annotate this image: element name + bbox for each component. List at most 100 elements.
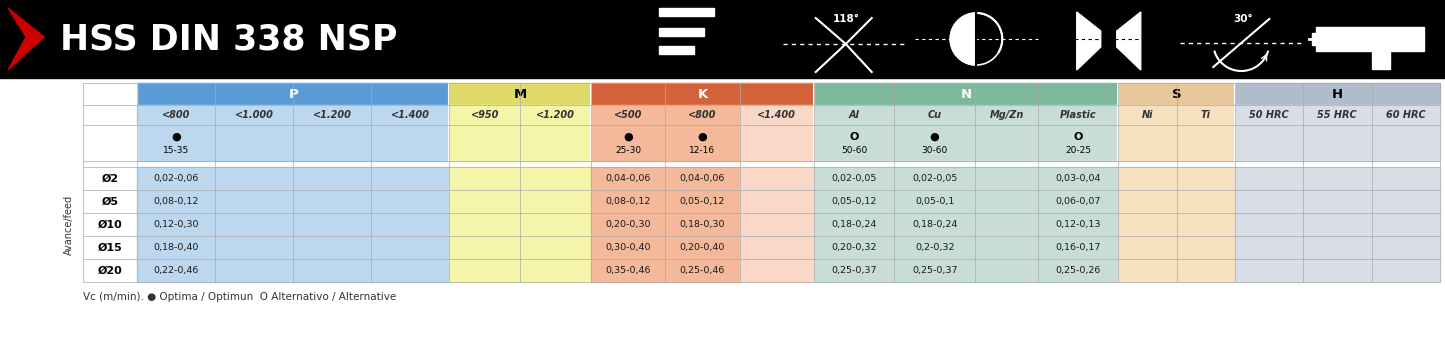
Text: 0,16-0,17: 0,16-0,17 [1056, 243, 1101, 252]
Polygon shape [9, 37, 43, 70]
Bar [371, 259, 449, 282]
Bar [665, 259, 740, 282]
Text: Ø5: Ø5 [101, 196, 118, 206]
Bar [814, 259, 894, 282]
Text: 0,03-0,04: 0,03-0,04 [1055, 174, 1101, 183]
Text: 0,25-0,37: 0,25-0,37 [831, 266, 877, 275]
Text: Ø10: Ø10 [98, 219, 123, 230]
Bar [591, 213, 665, 236]
Bar [1234, 213, 1303, 236]
Bar [1176, 259, 1234, 282]
Text: 0,08-0,12: 0,08-0,12 [605, 197, 650, 206]
Text: 0,12-0,13: 0,12-0,13 [1055, 220, 1101, 229]
Bar [1118, 167, 1176, 190]
Text: Ni: Ni [1142, 110, 1153, 120]
Text: 15-35: 15-35 [163, 147, 189, 156]
Bar [740, 167, 814, 190]
Bar [740, 190, 814, 213]
Bar [293, 259, 371, 282]
Text: Al: Al [848, 110, 860, 120]
Text: 55 HRC: 55 HRC [1318, 110, 1357, 120]
Text: Plastic: Plastic [1061, 110, 1097, 120]
Bar [1038, 213, 1118, 236]
Bar [371, 213, 449, 236]
Bar [215, 236, 293, 259]
Bar [1038, 236, 1118, 259]
Bar [137, 83, 449, 105]
Bar [520, 167, 591, 190]
Text: 0,25-0,37: 0,25-0,37 [912, 266, 958, 275]
Text: 0,04-0,06: 0,04-0,06 [679, 174, 725, 183]
Bar [1312, 33, 1319, 45]
Bar [814, 105, 894, 125]
Text: 0,18-0,24: 0,18-0,24 [912, 220, 958, 229]
Text: <1.400: <1.400 [757, 110, 796, 120]
Bar [137, 259, 215, 282]
Bar [814, 236, 894, 259]
Bar [137, 167, 215, 190]
Bar [894, 125, 975, 161]
Bar [84, 83, 137, 125]
Bar [740, 259, 814, 282]
Text: 0,25-0,46: 0,25-0,46 [679, 266, 725, 275]
Bar [1303, 259, 1371, 282]
Text: 0,12-0,30: 0,12-0,30 [153, 220, 198, 229]
Bar [293, 125, 371, 161]
Bar [1176, 190, 1234, 213]
Text: 30-60: 30-60 [922, 147, 948, 156]
Bar [665, 236, 740, 259]
Text: <800: <800 [688, 110, 717, 120]
Bar [84, 125, 137, 161]
Bar [215, 213, 293, 236]
Text: <950: <950 [471, 110, 499, 120]
Bar [814, 213, 894, 236]
Bar [1303, 213, 1371, 236]
Bar [1118, 190, 1176, 213]
Polygon shape [9, 8, 43, 37]
Bar [449, 83, 591, 105]
Bar [1303, 125, 1371, 161]
Text: 50-60: 50-60 [841, 147, 867, 156]
Bar [1311, 4, 1436, 74]
Bar [894, 190, 975, 213]
Bar [894, 167, 975, 190]
Text: <800: <800 [162, 110, 191, 120]
Text: 0,02-0,05: 0,02-0,05 [912, 174, 958, 183]
Text: 0,20-0,32: 0,20-0,32 [831, 243, 877, 252]
Text: <1.000: <1.000 [234, 110, 273, 120]
Text: 30°: 30° [1234, 14, 1253, 24]
Bar [449, 125, 520, 161]
Bar [137, 125, 215, 161]
Bar [1371, 125, 1441, 161]
Bar [449, 190, 520, 213]
Bar [1371, 105, 1441, 125]
Bar [215, 190, 293, 213]
Bar [665, 213, 740, 236]
Bar [1234, 236, 1303, 259]
Bar [1176, 105, 1234, 125]
Text: 118°: 118° [832, 14, 860, 24]
Text: H: H [1332, 87, 1342, 100]
Text: 0,35-0,46: 0,35-0,46 [605, 266, 650, 275]
Text: S: S [1172, 87, 1182, 100]
Bar [975, 125, 1038, 161]
Text: ●: ● [698, 131, 708, 142]
Text: ●: ● [171, 131, 181, 142]
Bar [894, 105, 975, 125]
Bar [1046, 4, 1172, 74]
Bar [665, 167, 740, 190]
Bar [665, 190, 740, 213]
Text: O: O [1074, 131, 1082, 142]
Bar [137, 213, 215, 236]
Bar [371, 236, 449, 259]
Text: <1.200: <1.200 [536, 110, 575, 120]
Text: 0,20-0,40: 0,20-0,40 [679, 243, 725, 252]
Bar [975, 213, 1038, 236]
Bar [371, 190, 449, 213]
Text: ●: ● [623, 131, 633, 142]
Bar [665, 125, 740, 161]
Text: 0,05-0,12: 0,05-0,12 [679, 197, 725, 206]
Bar [591, 259, 665, 282]
Bar [1371, 47, 1390, 69]
Bar [84, 213, 137, 236]
